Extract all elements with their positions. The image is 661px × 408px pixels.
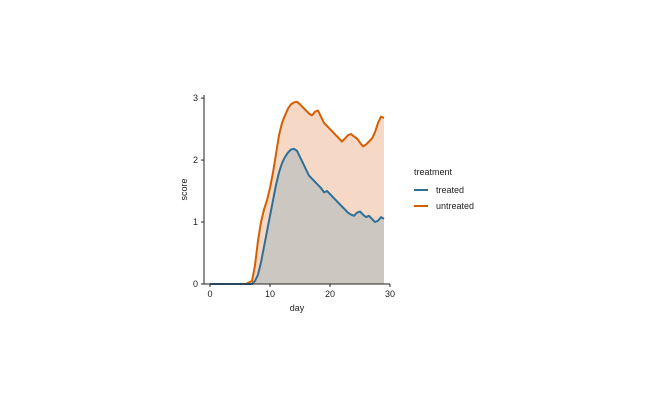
line-untreated [210,100,385,285]
y-tick-label: 2 [193,155,198,165]
x-tick-label: 10 [265,289,275,299]
x-tick-label: 20 [325,289,335,299]
x-axis-title: day [290,303,305,313]
y-tick-label: 1 [193,217,198,227]
line-treated [210,147,385,285]
x-tick-label: 0 [207,289,212,299]
y-tick-label: 3 [193,93,198,103]
legend-label-treated: treated [436,185,464,195]
x-tick-label: 30 [385,289,395,299]
legend-title: treatment [414,167,453,177]
y-axis-title: score [179,178,189,200]
legend-label-untreated: untreated [436,201,474,211]
y-tick-label: 0 [193,279,198,289]
area-treated [210,148,384,284]
